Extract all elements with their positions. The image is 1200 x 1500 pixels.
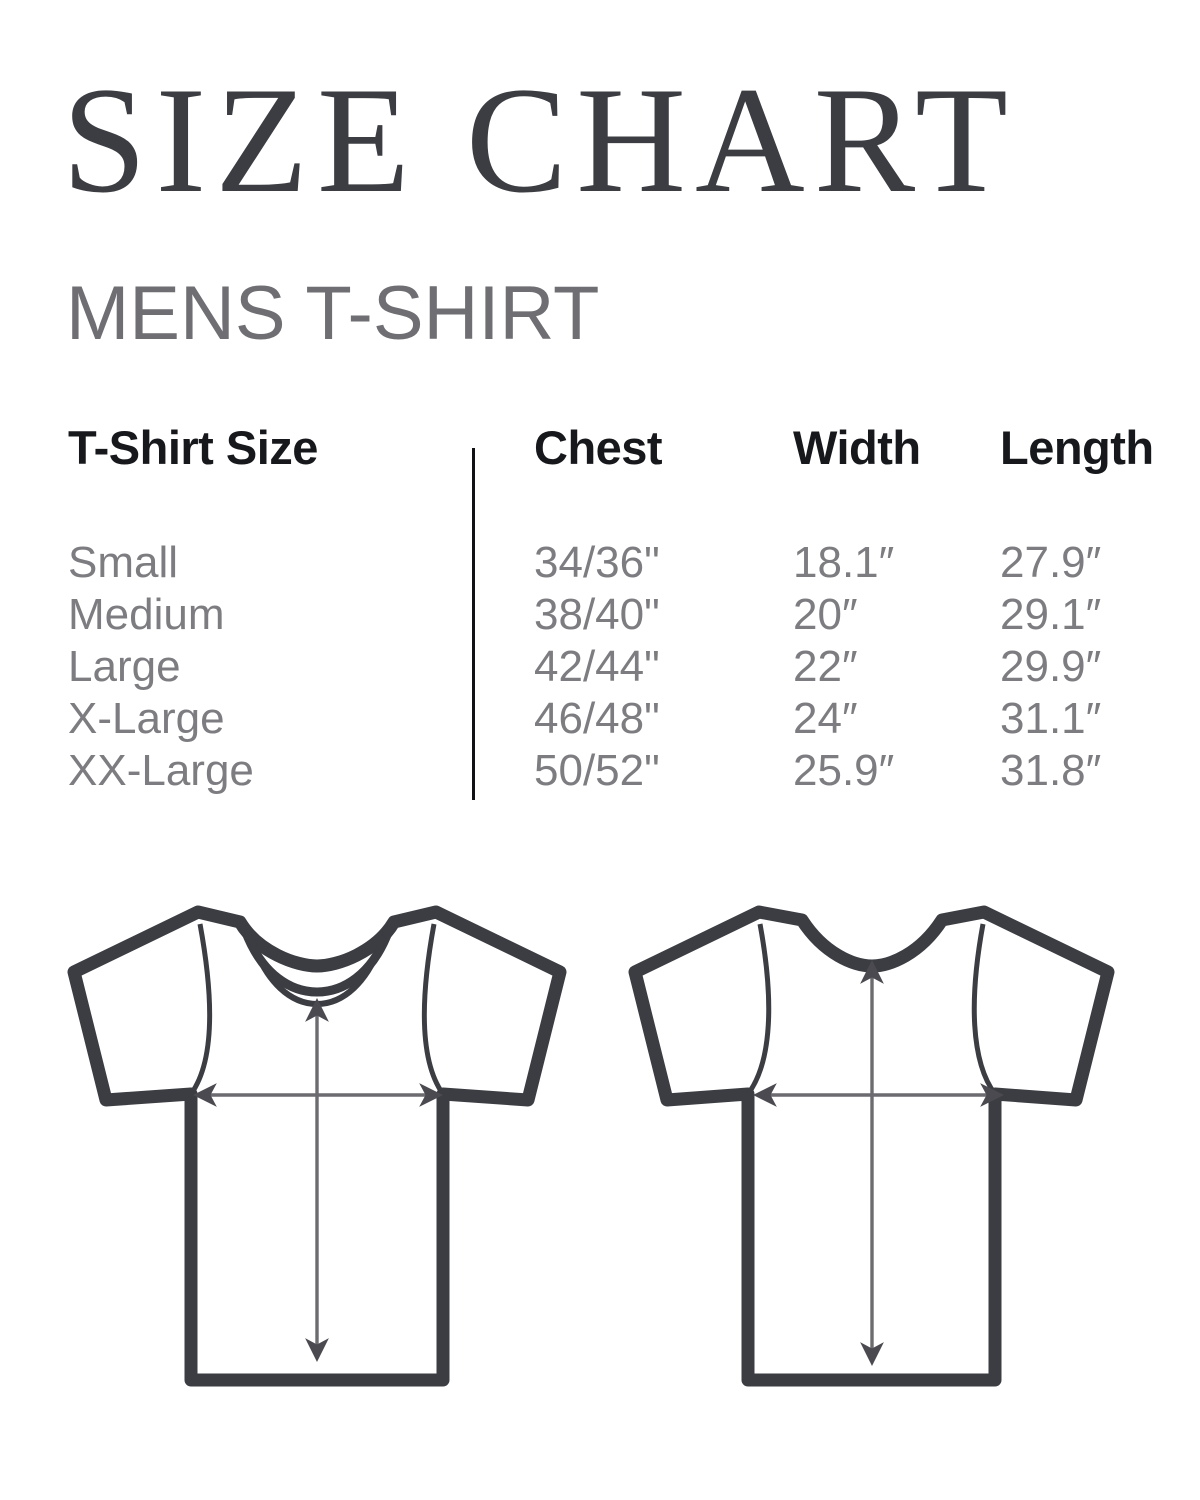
column-header-chest: Chest — [534, 421, 663, 474]
table-column-length: Length 27.9″ 29.1″ 29.9″ 31.1″ 31.8″ — [1000, 421, 1154, 795]
table-cell-length: 29.1″ — [1000, 590, 1102, 639]
table-cell-width: 18.1″ — [793, 538, 895, 587]
table-cell-length: 31.8″ — [1000, 746, 1102, 795]
column-cells-width: 18.1″ 20″ 22″ 24″ 25.9″ — [793, 537, 894, 797]
table-cell-size: Large — [68, 642, 181, 691]
table-cell-width: 22″ — [793, 642, 858, 691]
table-column-size: T-Shirt Size Small Medium Large X-Large … — [68, 421, 318, 795]
tshirt-back-diagram — [628, 905, 1115, 1387]
table-cell-chest: 38/40" — [534, 590, 660, 639]
tshirt-back-armscye-right — [971, 923, 998, 1096]
page-subtitle: MENS T-SHIRT — [66, 271, 600, 356]
table-cell-width: 25.9″ — [793, 746, 895, 795]
table-cell-width: 24″ — [793, 694, 858, 743]
column-cells-chest: 34/36" 38/40" 42/44" 46/48" 50/52" — [534, 537, 660, 797]
table-cell-length: 27.9″ — [1000, 538, 1102, 587]
page-title: SIZE CHART — [62, 56, 1017, 224]
tshirt-front-armscye-right — [421, 923, 446, 1096]
tshirt-front-armscye-left — [188, 923, 213, 1096]
table-column-width: Width 18.1″ 20″ 22″ 24″ 25.9″ — [793, 421, 921, 795]
table-cell-size: XX-Large — [68, 746, 254, 795]
table-cell-chest: 46/48" — [534, 694, 660, 743]
table-column-chest: Chest 34/36" 38/40" 42/44" 46/48" 50/52" — [534, 421, 663, 795]
table-column-divider — [472, 448, 475, 800]
column-header-width: Width — [793, 421, 921, 474]
table-cell-length: 31.1″ — [1000, 694, 1102, 743]
column-header-size: T-Shirt Size — [68, 421, 318, 474]
tshirt-back-outline — [628, 905, 1115, 1387]
column-header-length: Length — [1000, 421, 1154, 474]
tshirt-back-armscye-left — [745, 923, 772, 1096]
table-cell-chest: 42/44" — [534, 642, 660, 691]
size-table: T-Shirt Size Small Medium Large X-Large … — [0, 424, 1200, 824]
tshirt-front-diagram — [67, 905, 567, 1387]
table-cell-chest: 34/36" — [534, 538, 660, 587]
table-cell-size: Small — [68, 538, 179, 587]
tshirt-front-outline — [67, 905, 567, 1387]
column-cells-size: Small Medium Large X-Large XX-Large — [68, 537, 254, 797]
table-cell-chest: 50/52" — [534, 746, 660, 795]
table-cell-width: 20″ — [793, 590, 858, 639]
table-cell-length: 29.9″ — [1000, 642, 1102, 691]
table-cell-size: Medium — [68, 590, 225, 639]
table-cell-size: X-Large — [68, 694, 225, 743]
column-cells-length: 27.9″ 29.1″ 29.9″ 31.1″ 31.8″ — [1000, 537, 1101, 797]
tshirt-diagrams — [0, 880, 1200, 1440]
